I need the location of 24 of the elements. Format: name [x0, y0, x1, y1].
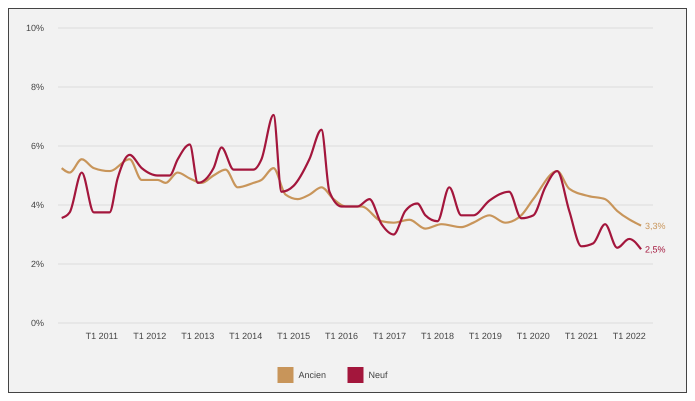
x-tick-label: T1 2014 [229, 331, 262, 341]
line-series [60, 158, 642, 230]
annotation: 3,3% [645, 220, 666, 231]
y-tick-label: 10% [26, 23, 44, 34]
y-tick-label: 6% [30, 141, 44, 152]
line-series [60, 114, 642, 250]
y-tick-label: 2% [30, 259, 44, 270]
x-tick-label: T1 2021 [564, 331, 598, 341]
x-tick-label: T1 2018 [420, 331, 454, 341]
legend-label: Ancien [298, 370, 326, 380]
x-tick-label: T1 2013 [181, 331, 214, 341]
x-tick-label: T1 2019 [468, 331, 502, 341]
annotation: 2,5% [645, 244, 666, 254]
y-tick-label: 0% [30, 318, 44, 328]
x-tick-label: T1 2016 [325, 331, 358, 341]
y-tick-label: 8% [30, 82, 44, 92]
x-tick-label: T1 2020 [516, 331, 550, 341]
y-tick-label: 4% [30, 200, 44, 210]
x-tick-label: T1 2017 [373, 331, 406, 341]
x-tick-label: T1 2015 [277, 331, 310, 341]
legend-label: Neuf [368, 370, 388, 380]
x-tick-label: T1 2012 [133, 331, 166, 341]
x-tick-label: T1 2022 [612, 331, 646, 341]
x-tick-label: T1 2011 [86, 331, 118, 341]
